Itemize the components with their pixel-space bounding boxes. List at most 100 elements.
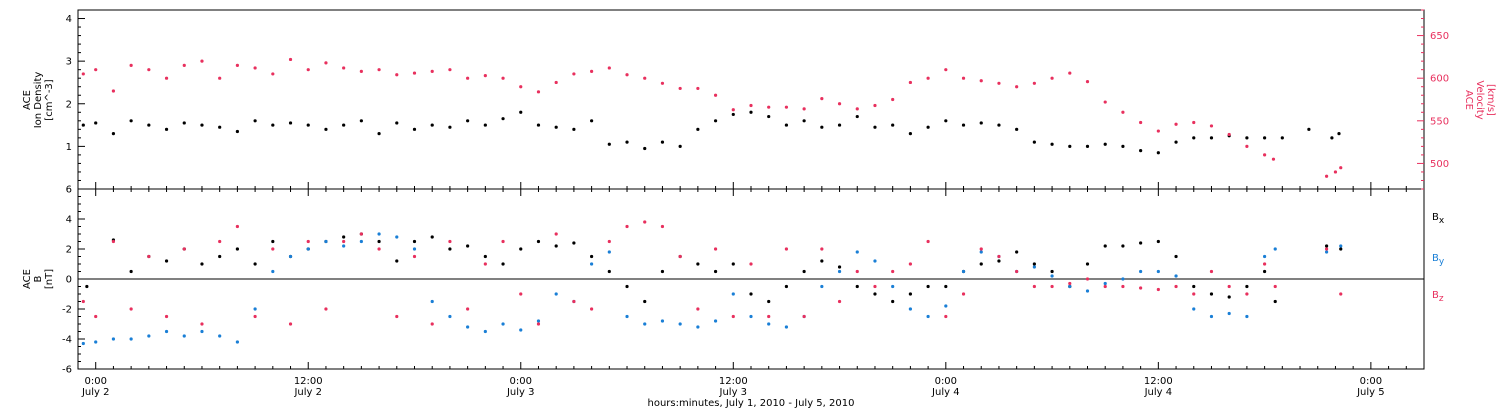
point-by	[483, 329, 487, 334]
x-tick-label-time: 0:00	[84, 376, 106, 387]
point-velocity	[590, 69, 594, 73]
point-by	[342, 244, 346, 248]
point-ion-density	[1307, 127, 1311, 131]
point-velocity	[164, 76, 169, 80]
point-bx	[572, 241, 576, 245]
point-by	[519, 328, 523, 332]
point-bz	[377, 247, 381, 251]
point-bz	[519, 292, 523, 296]
point-bz	[873, 284, 877, 289]
point-bz	[749, 262, 753, 266]
point-velocity	[288, 57, 293, 62]
point-bz	[837, 299, 842, 304]
point-bz	[306, 239, 310, 244]
point-bz	[81, 299, 85, 304]
point-bz	[501, 239, 505, 244]
point-bx	[802, 269, 806, 274]
point-velocity	[944, 68, 948, 72]
point-velocity	[1227, 132, 1231, 137]
point-by	[908, 307, 912, 311]
point-velocity	[182, 63, 186, 68]
point-bx	[944, 284, 948, 289]
point-ion-density	[891, 123, 895, 127]
x-tick-label-day: July 5	[1356, 387, 1385, 398]
top-left-label-line1: ACE	[22, 90, 33, 110]
point-velocity	[926, 76, 930, 80]
x-tick-label-time: 0:00	[510, 376, 532, 387]
point-velocity	[81, 72, 85, 76]
point-ion-density	[519, 110, 523, 114]
point-ion-density	[430, 123, 434, 127]
point-bx	[1015, 250, 1019, 254]
point-by	[855, 250, 859, 254]
x-tick-label-day: July 3	[506, 387, 535, 398]
point-ion-density	[944, 119, 948, 123]
point-by	[944, 304, 948, 308]
point-ion-density	[767, 114, 771, 119]
point-by	[111, 337, 116, 341]
top-right-tick-label: 600	[1430, 74, 1449, 85]
point-bx	[1174, 254, 1178, 259]
point-bz	[1209, 269, 1214, 274]
point-bz	[678, 254, 682, 259]
point-by	[1245, 314, 1249, 319]
point-velocity	[873, 103, 877, 108]
point-by	[979, 250, 983, 254]
point-bz	[767, 314, 771, 319]
bottom-left-tick-label: 4	[66, 215, 72, 226]
point-velocity	[891, 97, 895, 102]
point-bz	[572, 299, 576, 304]
point-bz	[182, 247, 186, 251]
point-bx	[466, 244, 470, 248]
point-by	[1103, 281, 1107, 286]
point-bz	[1192, 292, 1196, 296]
point-ion-density	[235, 129, 239, 134]
point-bz	[164, 314, 169, 319]
top-left-axis-label: ACE Ion Density [cm^-3]	[22, 72, 55, 129]
point-velocity	[802, 107, 806, 111]
x-tick-label-day: July 4	[1144, 387, 1173, 398]
point-velocity	[678, 86, 682, 91]
point-velocity	[235, 63, 239, 68]
point-by	[873, 259, 877, 263]
point-ion-density	[1139, 149, 1143, 153]
point-bz	[1227, 284, 1231, 289]
point-bz	[111, 239, 116, 244]
point-bz	[288, 322, 293, 326]
point-by	[235, 340, 239, 344]
point-bx	[908, 292, 912, 296]
point-ion-density	[288, 121, 293, 125]
point-bx	[873, 292, 877, 296]
top-right-label-line3: [km/s]	[1485, 84, 1496, 116]
point-by	[749, 314, 753, 319]
point-velocity	[784, 105, 789, 109]
point-velocity	[412, 71, 417, 75]
point-velocity	[466, 76, 470, 80]
point-velocity	[997, 81, 1001, 85]
point-velocity	[501, 76, 505, 80]
point-velocity	[377, 68, 381, 72]
point-bx	[377, 239, 381, 244]
point-bz	[820, 247, 824, 251]
point-by	[1156, 269, 1160, 274]
point-by	[501, 322, 505, 326]
point-bx	[713, 269, 718, 274]
point-ion-density	[1032, 140, 1036, 144]
point-ion-density	[324, 127, 328, 131]
top-right-tick-label: 500	[1430, 159, 1449, 170]
point-by	[660, 319, 665, 323]
point-by	[1209, 314, 1214, 319]
point-velocity	[837, 102, 842, 106]
x-tick-label-time: 12:00	[719, 376, 748, 387]
point-ion-density	[1174, 140, 1178, 144]
point-velocity	[643, 76, 647, 80]
point-by	[713, 319, 718, 323]
point-bx	[643, 299, 647, 304]
x-tick-label-time: 12:00	[294, 376, 323, 387]
point-ion-density	[81, 123, 85, 127]
point-ion-density	[572, 127, 576, 131]
x-tick-label-time: 12:00	[1144, 376, 1173, 387]
point-ion-density	[536, 123, 541, 127]
point-velocity	[731, 108, 735, 112]
